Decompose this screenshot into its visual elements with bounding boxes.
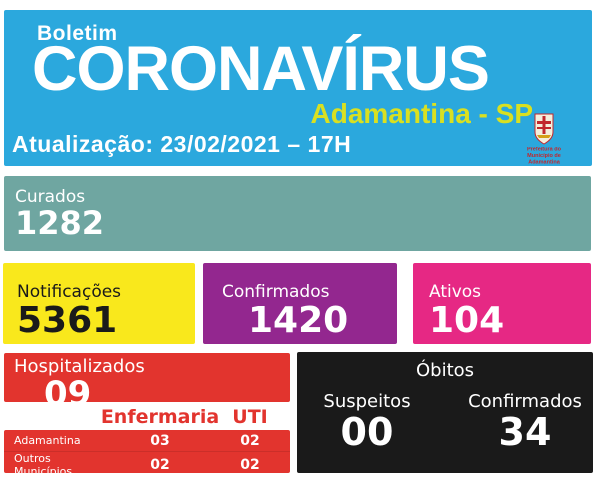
page-title: CORONAVÍRUS <box>32 34 490 104</box>
crest-icon <box>534 113 554 145</box>
obitos-confirmados-column: Confirmados 34 <box>437 391 593 454</box>
curados-card: Curados 1282 <box>4 176 591 251</box>
suspeitos-label: Suspeitos <box>323 391 411 412</box>
hospital-table-header: Enfermaria UTI <box>4 404 290 430</box>
confirmados-value: 1420 <box>248 300 349 342</box>
column-header-uti: UTI <box>232 406 268 428</box>
hospital-table: Adamantina 03 02 Outros Municípios 02 02 <box>4 430 290 477</box>
notificacoes-card: Notificações 5361 <box>3 263 195 344</box>
suspeitos-value: 00 <box>340 410 394 454</box>
city-subtitle: Adamantina - SP <box>310 98 533 129</box>
ativos-value: 104 <box>429 300 505 342</box>
kicker-text: Boletim <box>37 22 118 45</box>
obitos-confirmados-label: Confirmados <box>468 391 582 412</box>
curados-label: Curados <box>15 187 86 207</box>
logo-caption-line2: Município de Adamantina <box>527 153 561 166</box>
obitos-suspeitos-column: Suspeitos 00 <box>297 391 437 454</box>
obitos-columns: Suspeitos 00 Confirmados 34 <box>297 391 593 454</box>
obitos-title: Óbitos <box>415 360 475 381</box>
table-row: Outros Municípios 02 02 <box>4 451 290 477</box>
hospitalizados-value: 09 <box>44 373 92 414</box>
logo-caption: Prefeitura do Município de Adamantina <box>511 147 577 166</box>
obitos-confirmados-value: 34 <box>498 410 552 454</box>
update-timestamp: Atualização: 23/02/2021 – 17H <box>12 131 352 157</box>
column-header-enfermaria: Enfermaria <box>100 406 220 428</box>
table-row: Adamantina 03 02 <box>4 430 290 451</box>
ativos-card: Ativos 104 <box>413 263 591 344</box>
header-banner: Boletim CORONAVÍRUS Adamantina - SP Atua… <box>4 10 592 166</box>
row-enfermaria-value: 02 <box>150 457 170 473</box>
ativos-label: Ativos <box>429 282 482 302</box>
notificacoes-value: 5361 <box>17 300 118 342</box>
logo-caption-line1: Prefeitura do <box>526 147 562 153</box>
row-uti-value: 02 <box>240 432 260 449</box>
confirmados-card: Confirmados 1420 <box>203 263 397 344</box>
curados-value: 1282 <box>15 204 105 243</box>
hospitalizados-card: Hospitalizados 09 <box>4 353 290 411</box>
row-label: Adamantina <box>14 434 81 447</box>
notificacoes-label: Notificações <box>17 282 122 302</box>
row-uti-value: 02 <box>240 457 260 473</box>
confirmados-label: Confirmados <box>222 282 330 302</box>
hospitalizados-label: Hospitalizados <box>14 356 145 377</box>
city-hall-logo: Prefeitura do Município de Adamantina <box>508 113 580 168</box>
row-label: Outros Municípios <box>14 452 73 477</box>
obitos-card: Óbitos Suspeitos 00 Confirmados 34 <box>297 352 593 473</box>
row-enfermaria-value: 03 <box>150 432 170 449</box>
